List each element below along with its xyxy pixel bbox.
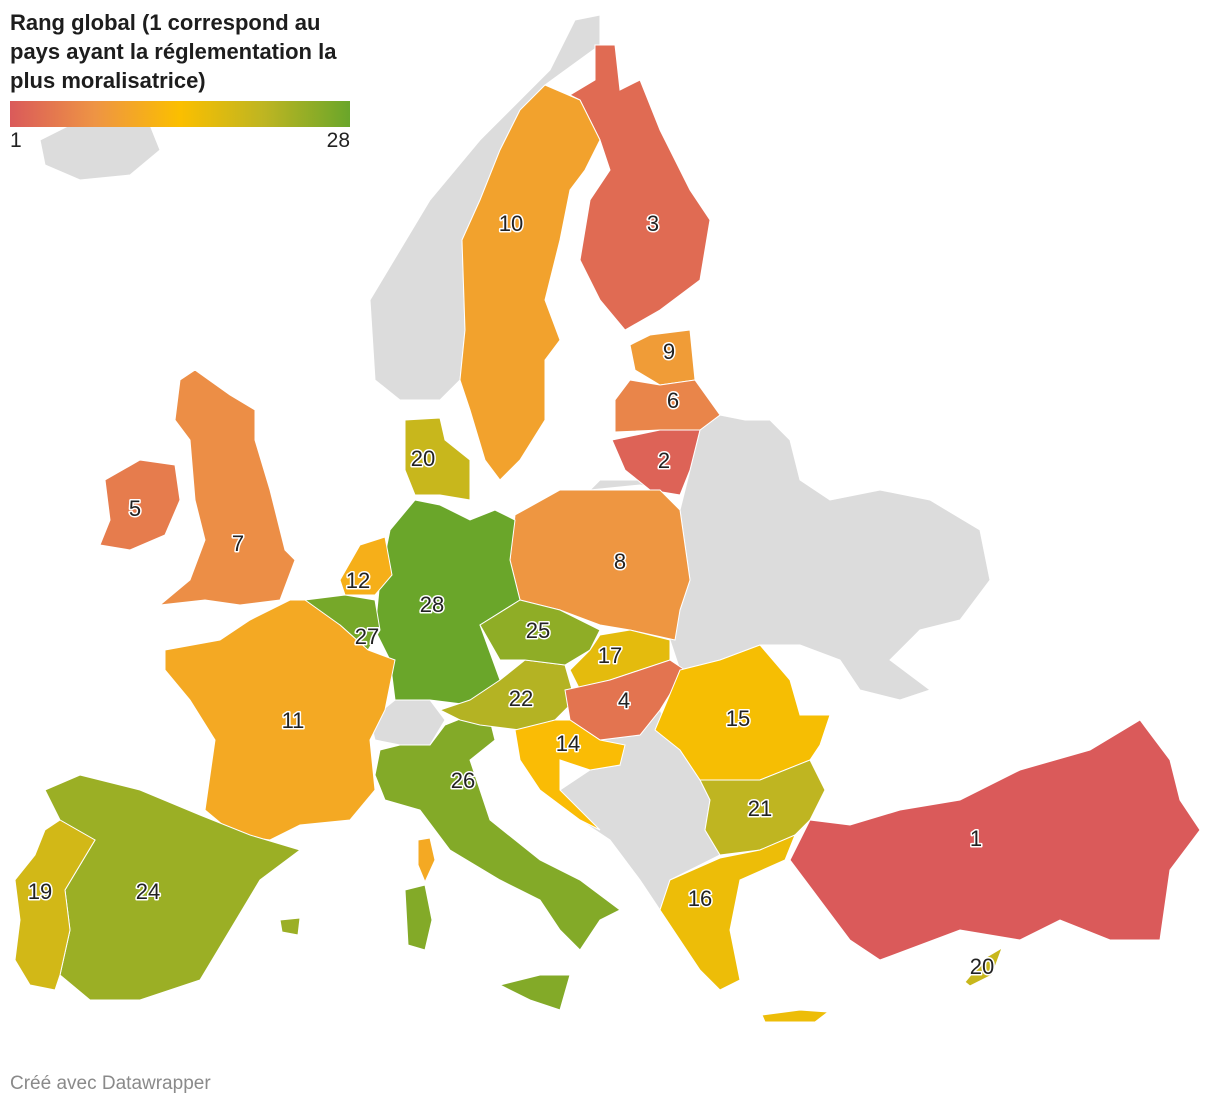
country-rank-label: 11 bbox=[282, 708, 305, 733]
country bbox=[659, 834, 830, 1023]
country-rank-label: 24 bbox=[136, 879, 160, 904]
country bbox=[158, 369, 296, 606]
legend-ticks: 1 28 bbox=[10, 129, 350, 153]
country-rank-label: 20 bbox=[970, 954, 994, 979]
legend-gradient bbox=[10, 101, 350, 127]
country-rank-label: 6 bbox=[667, 388, 679, 413]
country-rank-label: 7 bbox=[232, 531, 244, 556]
legend-max: 28 bbox=[326, 129, 350, 152]
country-rank-label: 1 bbox=[970, 826, 982, 851]
country bbox=[789, 719, 1201, 961]
country bbox=[568, 44, 711, 331]
country bbox=[404, 417, 471, 501]
country-rank-label: 26 bbox=[451, 768, 475, 793]
country-rank-label: 14 bbox=[556, 731, 580, 756]
country-rank-label: 3 bbox=[647, 211, 659, 236]
country-rank-label: 4 bbox=[618, 688, 630, 713]
legend-title: Rang global (1 correspond au pays ayant … bbox=[10, 10, 337, 93]
country-rank-label: 17 bbox=[598, 643, 622, 668]
country bbox=[374, 714, 621, 1011]
country-rank-label: 21 bbox=[748, 796, 772, 821]
country-rank-label: 9 bbox=[663, 339, 675, 364]
country-rank-label: 27 bbox=[355, 624, 379, 649]
legend-min: 1 bbox=[10, 129, 22, 152]
country bbox=[964, 946, 1003, 987]
country-rank-label: 8 bbox=[614, 549, 626, 574]
country bbox=[611, 429, 701, 496]
country bbox=[514, 719, 626, 831]
country bbox=[614, 379, 721, 433]
legend: Rang global (1 correspond au pays ayant … bbox=[10, 8, 355, 153]
country-rank-label: 16 bbox=[688, 886, 712, 911]
country-rank-label: 20 bbox=[411, 446, 435, 471]
country-rank-label: 12 bbox=[346, 568, 370, 593]
country bbox=[14, 819, 96, 991]
footer: Créé avec Datawrapper bbox=[10, 1073, 211, 1094]
country-rank-label: 10 bbox=[499, 211, 523, 236]
country-rank-label: 28 bbox=[420, 592, 444, 617]
country-rank-label: 2 bbox=[658, 448, 670, 473]
country-rank-label: 25 bbox=[526, 618, 550, 643]
country bbox=[164, 599, 436, 884]
country-rank-label: 19 bbox=[28, 879, 52, 904]
country bbox=[459, 84, 601, 481]
country bbox=[374, 499, 521, 706]
country bbox=[99, 459, 181, 551]
country-rank-label: 15 bbox=[726, 706, 750, 731]
country-rank-label: 5 bbox=[129, 496, 141, 521]
country-rank-label: 22 bbox=[509, 686, 533, 711]
no-data-country bbox=[669, 414, 991, 701]
